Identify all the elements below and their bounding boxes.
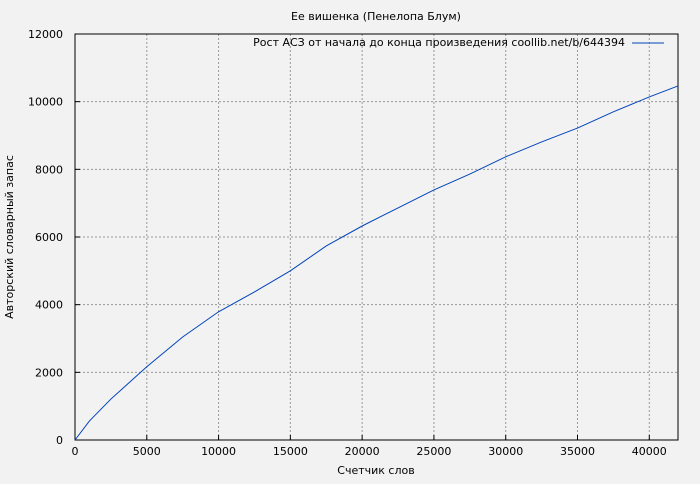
x-axis-label: Счетчик слов xyxy=(337,464,414,477)
y-tick-label: 0 xyxy=(56,434,63,447)
x-tick-label: 10000 xyxy=(201,445,236,458)
legend: Рост АСЗ от начала до конца произведения… xyxy=(253,36,664,49)
x-tick-label: 0 xyxy=(72,445,79,458)
x-tick-label: 35000 xyxy=(560,445,595,458)
y-tick-label: 6000 xyxy=(35,231,63,244)
x-tick-label: 15000 xyxy=(273,445,308,458)
y-tick-label: 8000 xyxy=(35,163,63,176)
x-tick-label: 40000 xyxy=(632,445,667,458)
y-tick-label: 12000 xyxy=(28,28,63,41)
y-tick-label: 10000 xyxy=(28,96,63,109)
series-line xyxy=(74,85,679,441)
grid xyxy=(75,34,678,440)
y-tick-label: 2000 xyxy=(35,366,63,379)
x-tick-label: 30000 xyxy=(488,445,523,458)
x-tick-label: 20000 xyxy=(345,445,380,458)
legend-label: Рост АСЗ от начала до конца произведения… xyxy=(253,36,625,49)
x-tick-label: 25000 xyxy=(416,445,451,458)
ticks: 0 5000 10000 15000 20000 25000 30000 35000 40000… xyxy=(28,28,667,458)
y-tick-label: 4000 xyxy=(35,299,63,312)
chart-title: Ее вишенка (Пенелопа Блум) xyxy=(291,10,461,23)
x-tick-label: 5000 xyxy=(133,445,161,458)
y-axis-label: Авторский словарный запас xyxy=(3,155,16,319)
